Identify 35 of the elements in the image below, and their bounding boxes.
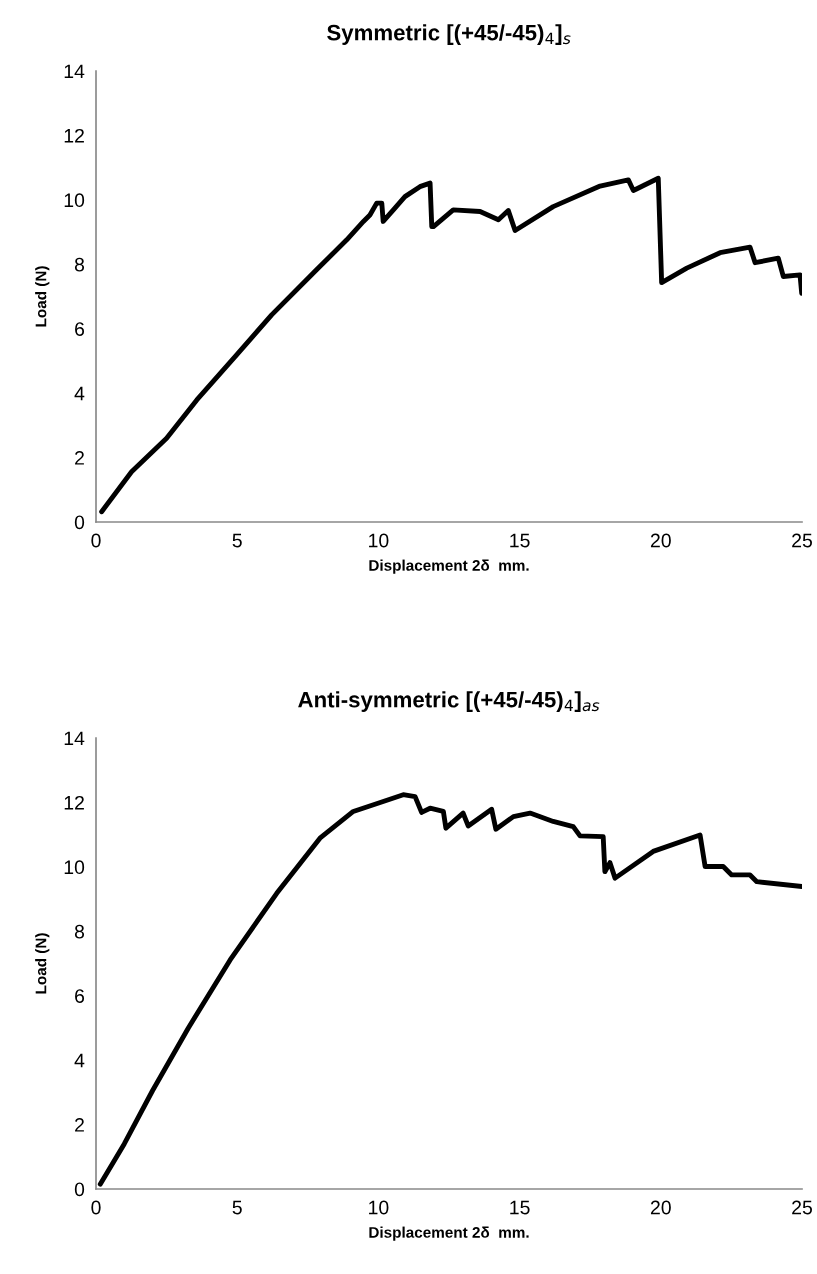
y-tick-label: 10	[64, 860, 85, 875]
y-tick-label: 10	[64, 193, 85, 208]
x-tick-label: 0	[91, 1200, 101, 1215]
y-tick-label: 2	[75, 1118, 84, 1132]
x-axis-title: Displacement 2δ mm.	[369, 1226, 529, 1241]
y-tick-label: 0	[74, 515, 85, 530]
y-tick-label: 4	[74, 1053, 85, 1068]
x-tick-label: 0	[91, 533, 101, 548]
x-tick-label: 15	[510, 533, 530, 548]
y-tick-label: 12	[64, 128, 84, 143]
y-axis-title: Load (N)	[35, 933, 50, 994]
x-tick-label: 5	[232, 1200, 242, 1215]
x-tick-label: 20	[650, 533, 671, 548]
y-tick-label: 6	[75, 322, 85, 336]
x-tick-label: 5	[232, 533, 242, 548]
x-tick-label: 10	[369, 533, 389, 548]
chart-title: Anti-symmetric [(+45/-45)$_{4}$]$_{as}$	[298, 691, 600, 712]
x-tick-label: 20	[650, 1200, 671, 1215]
y-tick-label: 14	[64, 731, 85, 746]
y-tick-label: 2	[75, 451, 84, 465]
x-tick-label: 25	[792, 533, 812, 548]
y-tick-label: 0	[74, 1182, 85, 1197]
y-tick-label: 14	[64, 64, 85, 79]
chart-title: Symmetric [(+45/-45)$_{4}$]$_{s}$	[327, 24, 571, 45]
x-tick-label: 10	[369, 1200, 389, 1215]
y-tick-label: 12	[64, 795, 84, 810]
y-tick-label: 6	[75, 989, 85, 1003]
y-tick-label: 4	[74, 386, 85, 401]
x-axis-title: Displacement 2δ mm.	[369, 559, 529, 574]
y-tick-label: 8	[74, 924, 85, 939]
y-axis-title: Load (N)	[35, 266, 50, 327]
line-series	[99, 175, 802, 515]
x-tick-label: 25	[792, 1200, 812, 1215]
y-tick-label: 8	[74, 257, 85, 272]
x-tick-label: 15	[510, 1200, 530, 1215]
